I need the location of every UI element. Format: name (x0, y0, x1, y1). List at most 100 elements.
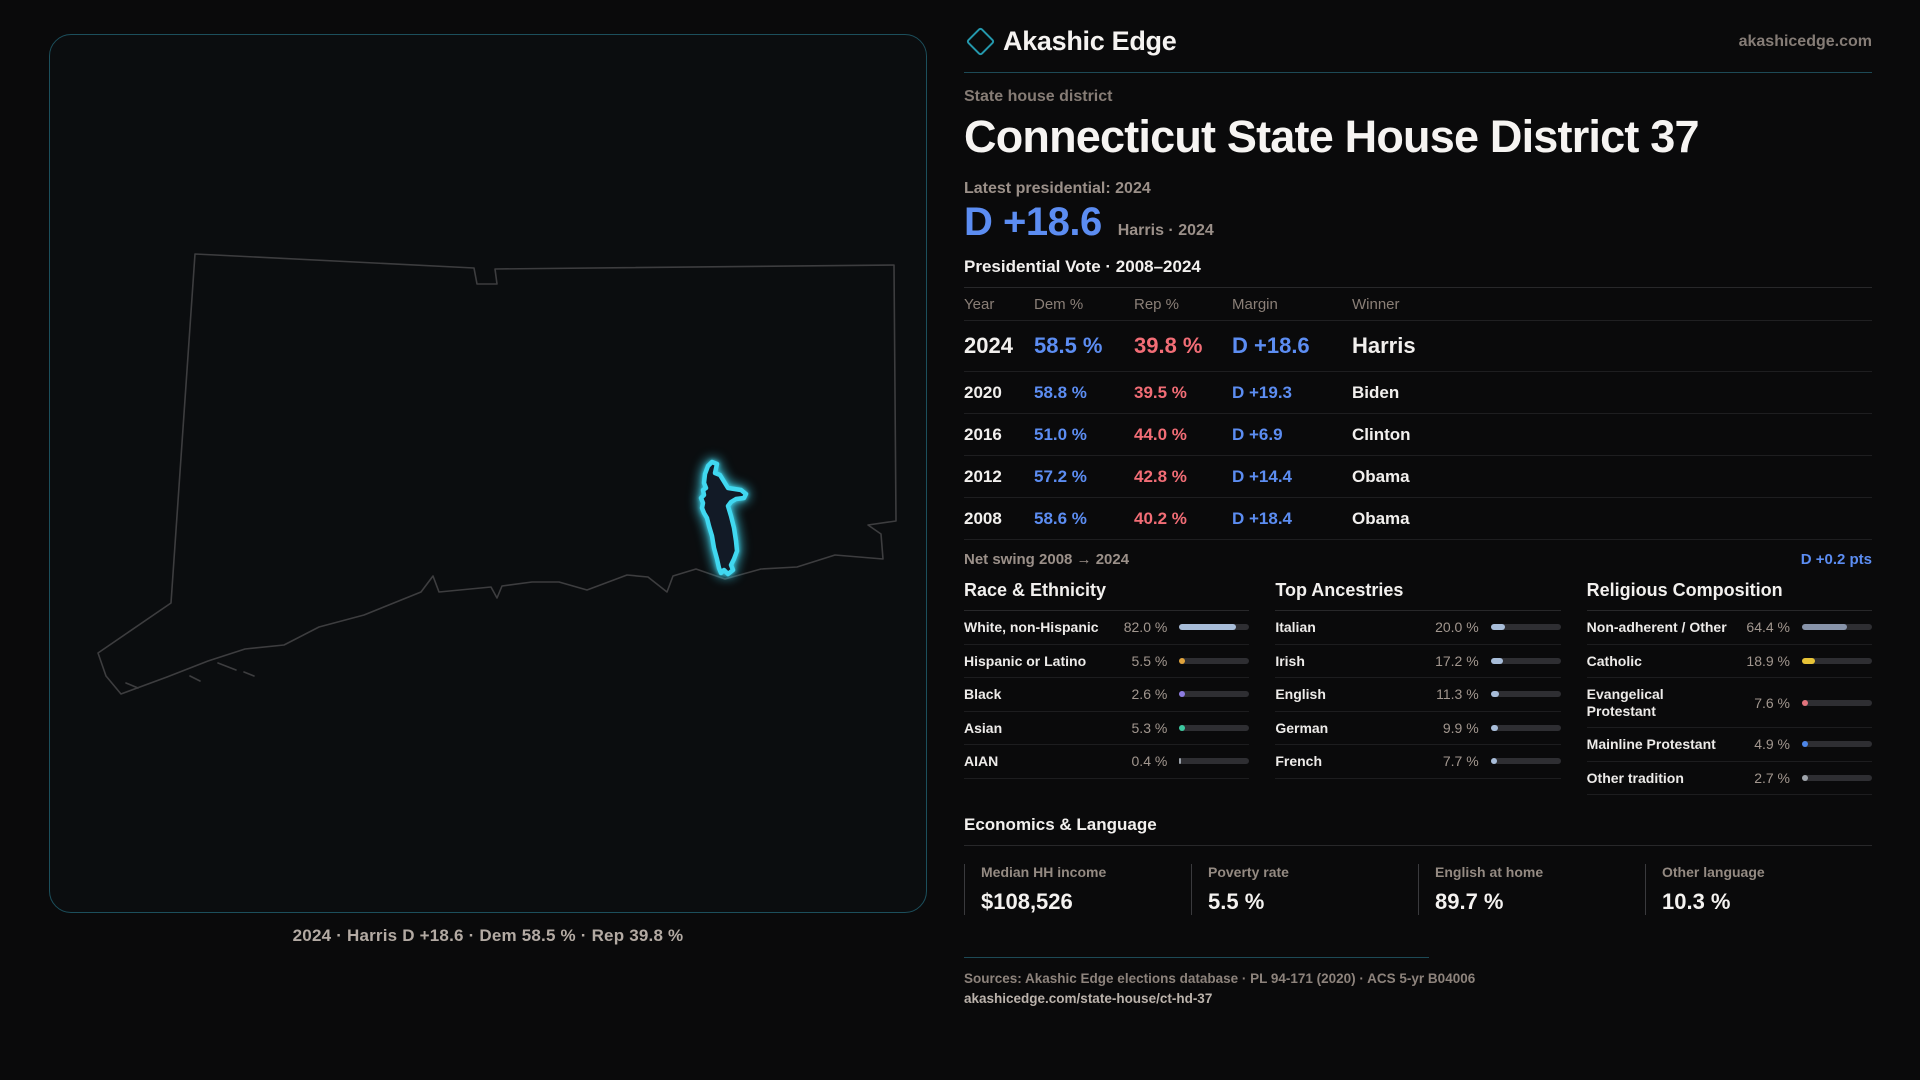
cell-rep-pct: 39.5 % (1134, 382, 1187, 402)
latest-presidential-label: Latest presidential: 2024 (964, 180, 1151, 197)
pres-row-2016: 2016 51.0 % 44.0 % D +6.9 Clinton (964, 414, 1872, 456)
cell-margin: D +19.3 (1232, 382, 1293, 402)
stat-value: 10.3 % (1662, 889, 1731, 915)
cell-margin: D +6.9 (1232, 424, 1283, 444)
demo-row-value: 7.6 % (1754, 694, 1790, 711)
cell-winner: Clinton (1352, 424, 1411, 444)
economics-title: Economics & Language (964, 815, 1872, 847)
demo-section: Religious Composition Non-adherent / Othe… (1586, 580, 1872, 796)
cell-winner: Obama (1352, 466, 1410, 486)
demo-section-title: Religious Composition (1586, 580, 1872, 611)
demo-row-label: Catholic (1586, 652, 1642, 669)
demo-row: Mainline Protestant 4.9 % (1586, 728, 1872, 762)
cell-rep-pct: 44.0 % (1134, 424, 1187, 444)
district-37-shape (698, 459, 749, 577)
latest-margin-row: D +18.6 Harris · 2024 (964, 200, 1872, 245)
demo-row-value: 11.3 % (1436, 686, 1479, 703)
demo-row-label: German (1275, 719, 1329, 736)
demo-bar-fill (1179, 624, 1237, 631)
demo-bar-fill (1179, 657, 1186, 664)
demo-row-label: AIAN (964, 753, 999, 770)
permalink-text[interactable]: akashicedge.com/state-house/ct-hd-37 (964, 991, 1213, 1007)
demo-row: Other tradition 2.7 % (1586, 762, 1872, 796)
demo-row: Black 2.6 % (964, 678, 1250, 712)
demo-bar-fill (1490, 657, 1503, 664)
cell-winner: Biden (1352, 382, 1400, 402)
demo-row: Irish 17.2 % (1275, 645, 1561, 679)
pres-row-2008: 2008 58.6 % 40.2 % D +18.4 Obama (964, 498, 1872, 540)
col-rep: Rep % (1134, 295, 1180, 313)
demo-bar (1490, 691, 1561, 698)
stat-value: $108,526 (981, 889, 1073, 915)
cell-year: 2020 (964, 382, 1002, 402)
demo-row-value: 4.9 % (1754, 736, 1790, 753)
col-year: Year (964, 295, 995, 313)
demo-bar (1179, 624, 1250, 631)
district-panel: Akashic Edge akashicedge.com State house… (964, 26, 1872, 1006)
cell-dem-pct: 57.2 % (1034, 466, 1087, 486)
stat-block: Other language 10.3 % (1645, 864, 1872, 916)
demo-row-label: English (1275, 686, 1326, 703)
brand-site-link[interactable]: akashicedge.com (1738, 32, 1872, 50)
cell-year: 2024 (964, 333, 1013, 358)
demo-bar (1802, 774, 1872, 781)
cell-margin: D +18.6 (1232, 333, 1310, 358)
demo-row-label: Evangelical Protestant (1586, 686, 1664, 719)
stat-block: Poverty rate 5.5 % (1191, 864, 1418, 916)
brand-header: Akashic Edge akashicedge.com (964, 26, 1872, 73)
demo-section-title: Top Ancestries (1275, 580, 1561, 611)
stat-label: English at home (1435, 864, 1544, 881)
demo-row-label: Hispanic or Latino (964, 652, 1087, 669)
demo-row-value: 64.4 % (1746, 619, 1790, 636)
demo-section: Top Ancestries Italian 20.0 % Irish 17.2 % En… (1275, 580, 1561, 795)
page-title: Connecticut State House District 37 (964, 111, 1699, 162)
sources-text: Sources: Akashic Edge elections database… (964, 971, 1476, 987)
demo-row-label: Other tradition (1586, 769, 1684, 786)
demo-row: Non-adherent / Other 64.4 % (1586, 611, 1872, 645)
demo-bar-fill (1802, 774, 1808, 781)
cell-winner: Obama (1352, 508, 1410, 528)
footer-divider (964, 957, 1429, 959)
coastal-islands (125, 662, 255, 689)
demo-bar (1490, 657, 1561, 664)
stat-label: Median HH income (981, 864, 1107, 881)
demo-row: White, non-Hispanic 82.0 % (964, 611, 1250, 645)
demo-row-value: 2.7 % (1754, 769, 1790, 786)
cell-year: 2016 (964, 424, 1002, 444)
cell-margin: D +18.4 (1232, 508, 1293, 528)
demo-row-label: Italian (1275, 619, 1316, 635)
demo-bar (1490, 624, 1561, 631)
demo-bar (1490, 758, 1561, 765)
demo-row-value: 5.5 % (1131, 652, 1168, 669)
demo-bar (1179, 758, 1250, 765)
stat-value: 89.7 % (1435, 889, 1504, 915)
cell-margin: D +14.4 (1232, 466, 1293, 486)
demo-bar (1179, 691, 1250, 698)
demo-bar (1802, 699, 1872, 706)
demo-bar-fill (1802, 624, 1847, 631)
demo-bar (1802, 657, 1872, 664)
demo-row: English 11.3 % (1275, 678, 1561, 712)
demo-row: AIAN 0.4 % (964, 745, 1250, 779)
connecticut-map (97, 253, 897, 695)
demo-row-value: 17.2 % (1435, 652, 1479, 669)
cell-rep-pct: 40.2 % (1134, 508, 1187, 528)
cell-dem-pct: 58.6 % (1034, 508, 1087, 528)
page-footer: Sources: Akashic Edge elections database… (964, 957, 1872, 1006)
pres-row-2012: 2012 57.2 % 42.8 % D +14.4 Obama (964, 456, 1872, 498)
demo-row-label: French (1275, 753, 1323, 770)
pres-table-rows: 2024 58.5 % 39.8 % D +18.6 Harris 2020 58.8 % 3… (964, 321, 1872, 540)
cell-dem-pct: 58.8 % (1034, 382, 1087, 402)
pres-row-2024: 2024 58.5 % 39.8 % D +18.6 Harris (964, 321, 1872, 372)
net-swing-value: D +0.2 pts (1800, 551, 1872, 568)
demo-bar-fill (1179, 724, 1186, 731)
demo-bar-fill (1490, 624, 1505, 631)
demo-bar-fill (1179, 758, 1182, 765)
pres-table-header: Year Dem % Rep % Margin Winner (964, 288, 1872, 321)
latest-margin-note: Harris · 2024 (1117, 222, 1214, 239)
brand-name: Akashic Edge (1003, 26, 1177, 56)
cell-dem-pct: 51.0 % (1034, 424, 1087, 444)
stat-label: Poverty rate (1208, 864, 1289, 881)
demo-row-value: 2.6 % (1131, 686, 1168, 703)
demo-row-value: 7.7 % (1442, 753, 1479, 770)
